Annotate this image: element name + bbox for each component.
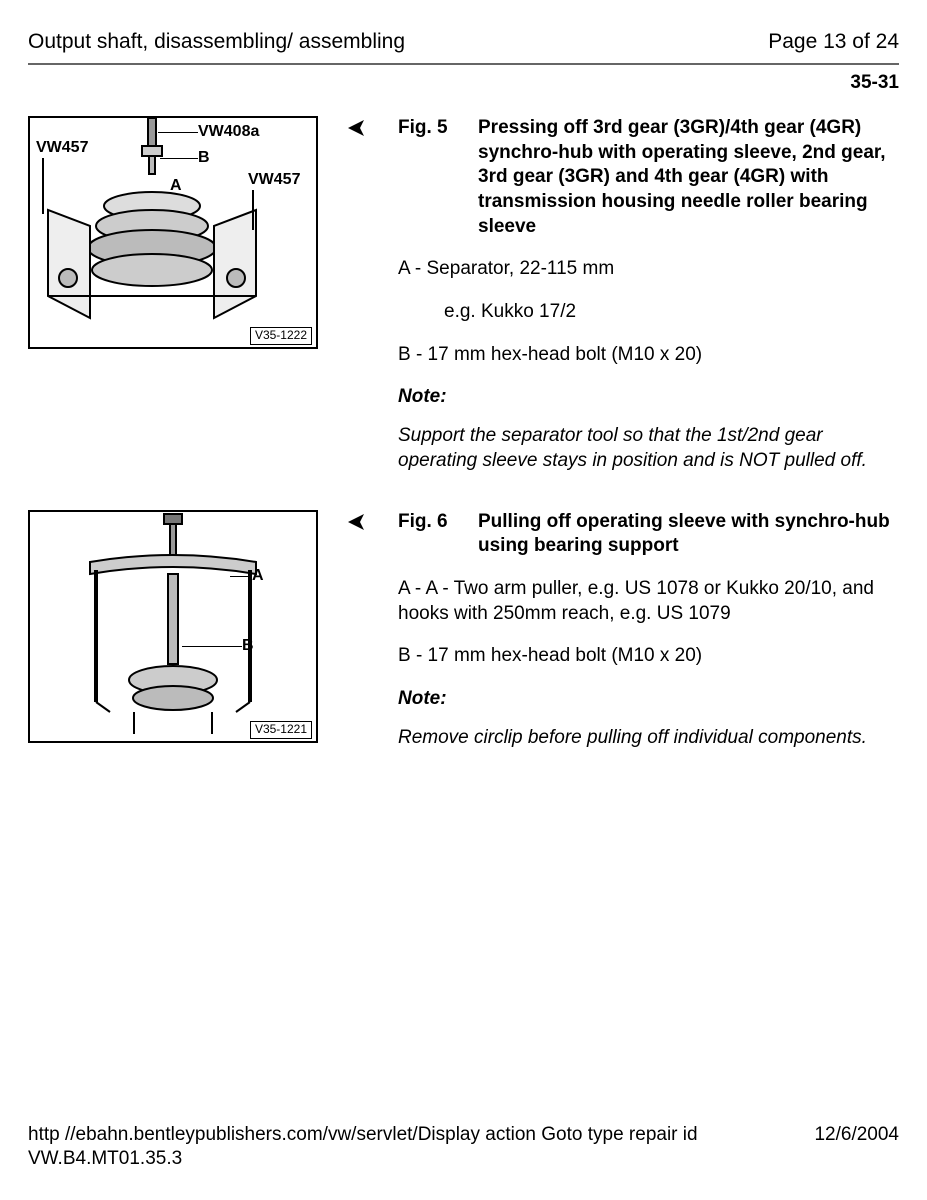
img-label-a: A xyxy=(170,176,182,197)
figure-6-title: Pulling off operating sleeve with synchr… xyxy=(478,510,895,559)
img-label-vw457-right: VW457 xyxy=(248,170,300,191)
fig5-note-label: Note: xyxy=(398,385,895,410)
fig5-line-a: A - Separator, 22-115 mm xyxy=(398,257,895,282)
figure-6-sketch xyxy=(30,512,316,741)
header-page-number: Page 13 of 24 xyxy=(768,28,899,55)
page-footer: http //ebahn.bentleypublishers.com/vw/se… xyxy=(28,1123,899,1172)
fig6-line-a: A - A - Two arm puller, e.g. US 1078 or … xyxy=(398,577,895,626)
fig6-img-label-a: A xyxy=(252,566,264,587)
footer-url: http //ebahn.bentleypublishers.com/vw/se… xyxy=(28,1123,814,1172)
arrow-icon xyxy=(348,116,378,136)
figure-6-code: V35-1221 xyxy=(250,721,312,739)
img-label-vw457-left: VW457 xyxy=(36,138,88,159)
img-label-b: B xyxy=(198,148,210,169)
figure-5-code: V35-1222 xyxy=(250,327,312,345)
figure-6-image: A B V35-1221 xyxy=(28,510,318,743)
figure-6-block: A B V35-1221 Fig. 6 Pulling off operatin… xyxy=(28,510,899,765)
page-header: Output shaft, disassembling/ assembling … xyxy=(28,28,899,65)
section-number: 35-31 xyxy=(28,71,899,96)
fig6-line-b: B - 17 mm hex-head bolt (M10 x 20) xyxy=(398,644,895,669)
header-title: Output shaft, disassembling/ assembling xyxy=(28,28,405,55)
figure-5-block: VW408a VW457 B A VW457 V35-1222 Fig. 5 P… xyxy=(28,116,899,488)
figure-5-image: VW408a VW457 B A VW457 V35-1222 xyxy=(28,116,318,349)
footer-date: 12/6/2004 xyxy=(814,1123,899,1172)
arrow-icon xyxy=(348,510,378,530)
fig6-img-label-b: B xyxy=(242,636,254,657)
fig5-line-a-sub: e.g. Kukko 17/2 xyxy=(398,300,895,325)
figure-5-label: Fig. 5 xyxy=(398,116,458,239)
fig5-line-b: B - 17 mm hex-head bolt (M10 x 20) xyxy=(398,343,895,368)
figure-5-title: Pressing off 3rd gear (3GR)/4th gear (4G… xyxy=(478,116,895,239)
fig6-note-body: Remove circlip before pulling off indivi… xyxy=(398,726,895,751)
img-label-vw408a: VW408a xyxy=(198,122,259,143)
figure-6-label: Fig. 6 xyxy=(398,510,458,559)
fig6-note-label: Note: xyxy=(398,687,895,712)
fig5-note-body: Support the separator tool so that the 1… xyxy=(398,424,895,473)
